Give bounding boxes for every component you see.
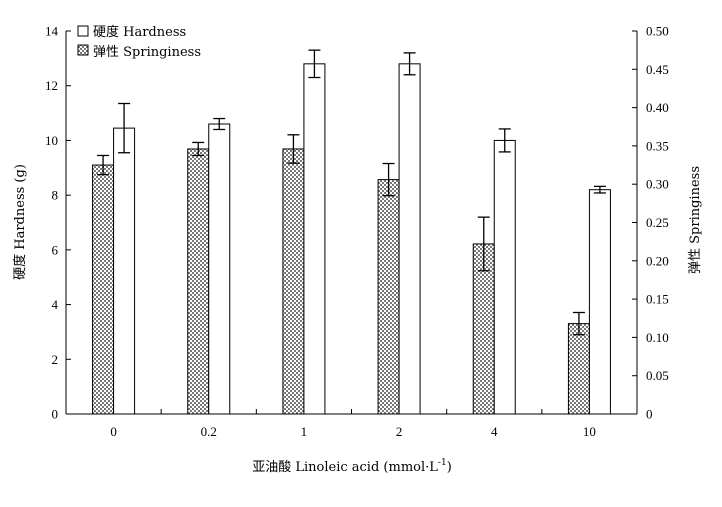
legend-label-springiness: 弹性 Springiness bbox=[93, 45, 201, 60]
left-tick-label: 8 bbox=[52, 188, 59, 203]
left-tick-label: 4 bbox=[52, 297, 59, 312]
left-tick-label: 12 bbox=[45, 78, 58, 93]
left-tick-label: 14 bbox=[45, 24, 59, 39]
x-axis-ticks: 0 0.2 1 2 4 10 bbox=[110, 409, 596, 439]
x-tick-label: 2 bbox=[396, 424, 403, 439]
right-tick-label: 0.45 bbox=[646, 62, 669, 77]
bar-springiness bbox=[92, 164, 115, 415]
legend-swatch-hardness bbox=[77, 25, 89, 37]
bar-hardness bbox=[493, 139, 516, 415]
x-tick-label: 4 bbox=[491, 424, 498, 439]
right-tick-label: 0.25 bbox=[646, 215, 669, 230]
left-tick-label: 6 bbox=[52, 242, 59, 257]
bars bbox=[92, 63, 611, 415]
right-tick-label: 0 bbox=[646, 407, 653, 422]
bar-hardness bbox=[588, 189, 611, 415]
right-tick-label: 0.10 bbox=[646, 330, 669, 345]
y-axis-label-left: 硬度 Hardness (g) bbox=[12, 164, 28, 280]
bar-hardness bbox=[113, 127, 136, 415]
y-axis-label-right: 弹性 Springiness bbox=[688, 166, 703, 274]
legend: 硬度 Hardness 弹性 Springiness bbox=[77, 24, 201, 60]
right-tick-label: 0.40 bbox=[646, 100, 669, 115]
legend-label-hardness: 硬度 Hardness bbox=[93, 24, 186, 40]
right-tick-label: 0.30 bbox=[646, 177, 669, 192]
right-tick-label: 0.05 bbox=[646, 368, 669, 383]
x-axis-label: 亚油酸 Linoleic acid (mmol·L-1) bbox=[252, 458, 452, 475]
left-tick-label: 2 bbox=[52, 352, 59, 367]
x-axis-label-main: 亚油酸 Linoleic acid (mmol·L bbox=[252, 460, 438, 475]
right-tick-label: 0.20 bbox=[646, 253, 669, 268]
x-tick-label: 10 bbox=[583, 424, 596, 439]
legend-swatch-springiness bbox=[77, 44, 89, 56]
bar-springiness bbox=[187, 148, 210, 415]
left-axis-ticks: 0 2 4 6 8 10 12 14 bbox=[45, 24, 71, 422]
x-axis-label-end: ) bbox=[447, 460, 452, 475]
bar-springiness bbox=[567, 323, 590, 415]
x-tick-label: 0 bbox=[110, 424, 117, 439]
bar-hardness bbox=[303, 63, 326, 415]
left-tick-label: 0 bbox=[52, 407, 59, 422]
right-tick-label: 0.35 bbox=[646, 138, 669, 153]
left-tick-label: 10 bbox=[45, 133, 58, 148]
error-bars bbox=[97, 49, 606, 336]
x-tick-label: 0.2 bbox=[201, 424, 217, 439]
right-tick-label: 0.15 bbox=[646, 292, 669, 307]
right-tick-label: 0.50 bbox=[646, 24, 669, 39]
x-tick-label: 1 bbox=[301, 424, 308, 439]
x-axis-label-sup: -1 bbox=[438, 458, 447, 468]
bar-springiness bbox=[282, 148, 305, 415]
bar-hardness bbox=[398, 63, 421, 415]
bar-springiness bbox=[377, 179, 400, 415]
bar-hardness bbox=[208, 123, 231, 415]
right-axis-ticks: 0 0.05 0.10 0.15 0.20 0.25 0.30 0.35 0.40 0.45 0.5… bbox=[632, 24, 669, 422]
